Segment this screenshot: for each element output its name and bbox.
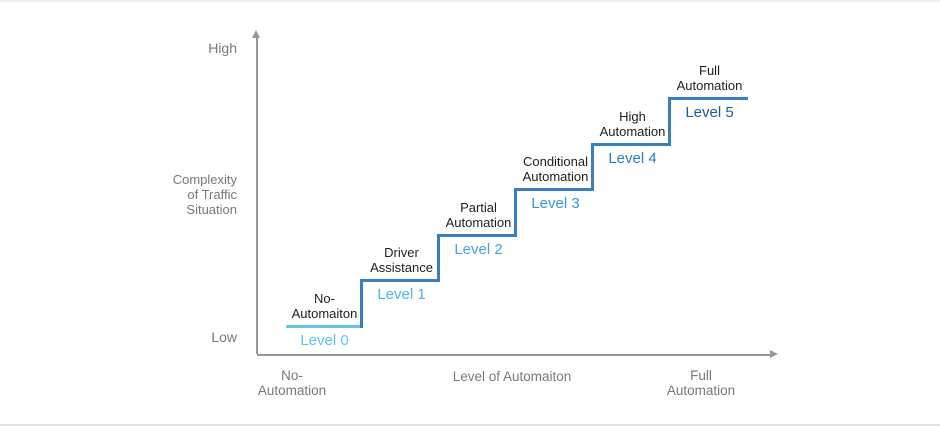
x-axis-right-label: Full Automation bbox=[666, 368, 736, 398]
y-axis-high-label: High bbox=[208, 40, 237, 56]
step-tread bbox=[286, 325, 363, 328]
x-axis-line bbox=[257, 354, 771, 356]
step-riser bbox=[591, 143, 594, 191]
step-name-label: Conditional Automation bbox=[522, 154, 589, 184]
y-axis-title: Complexity of Traffic Situation bbox=[172, 172, 237, 217]
step-level-label: Level 4 bbox=[608, 150, 657, 167]
step-tread bbox=[671, 97, 748, 100]
step-riser bbox=[437, 234, 440, 282]
step-tread bbox=[363, 279, 440, 282]
step-tread bbox=[440, 234, 517, 237]
step-name-label: Partial Automation bbox=[445, 200, 512, 230]
step-riser bbox=[360, 279, 363, 328]
step-level-label: Level 1 bbox=[377, 286, 426, 303]
step-tread bbox=[594, 143, 671, 146]
y-axis-low-label: Low bbox=[211, 329, 237, 345]
step-level-label: Level 5 bbox=[685, 104, 734, 121]
step-riser bbox=[514, 188, 517, 237]
step-name-label: No- Automaiton bbox=[291, 291, 358, 321]
step-name-label: High Automation bbox=[599, 109, 666, 139]
step-level-label: Level 3 bbox=[531, 195, 580, 212]
step-name-label: Driver Assistance bbox=[370, 245, 433, 275]
y-axis-line bbox=[256, 36, 258, 354]
step-name-label: Full Automation bbox=[676, 63, 743, 93]
x-axis-left-label: No- Automation bbox=[257, 368, 327, 398]
x-axis-arrow-icon bbox=[770, 350, 778, 358]
step-riser bbox=[668, 97, 671, 146]
step-tread bbox=[517, 188, 594, 191]
step-level-label: Level 2 bbox=[454, 241, 503, 258]
y-axis-arrow-icon bbox=[252, 30, 260, 38]
x-axis-title: Level of Automaiton bbox=[452, 369, 572, 384]
step-level-label: Level 0 bbox=[300, 332, 349, 349]
